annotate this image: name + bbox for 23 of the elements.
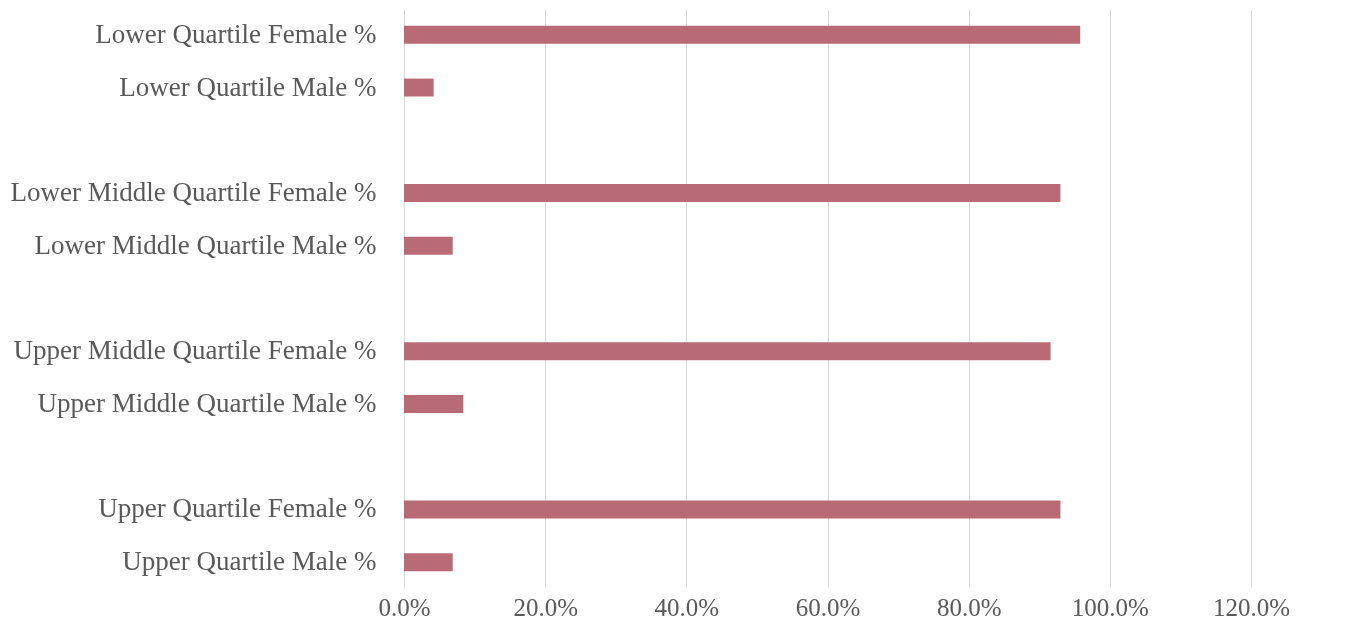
- x-tick-label: 80.0%: [936, 593, 1002, 621]
- y-tick-label: Lower Quartile Male %: [119, 71, 377, 102]
- y-tick-label: Upper Middle Quartile Female %: [13, 335, 377, 366]
- bar: [404, 342, 1051, 361]
- bar: [404, 184, 1061, 202]
- bar: [404, 395, 464, 413]
- bar: [404, 78, 434, 97]
- x-tick-label: 40.0%: [654, 593, 720, 621]
- x-tick-label: 100.0%: [1071, 593, 1149, 621]
- y-tick-label: Lower Middle Quartile Male %: [34, 229, 377, 260]
- y-tick-label: Upper Quartile Male %: [122, 546, 377, 577]
- y-tick-label: Upper Middle Quartile Male %: [37, 387, 377, 418]
- y-tick-label: Upper Quartile Female %: [98, 493, 377, 524]
- bar: [404, 25, 1081, 44]
- y-tick-label: Lower Middle Quartile Female %: [10, 177, 377, 208]
- x-tick-label: 60.0%: [795, 593, 861, 621]
- y-tick-label: Lower Quartile Female %: [95, 18, 377, 49]
- bar: [404, 236, 453, 255]
- bar: [404, 500, 1061, 519]
- bar: [404, 553, 453, 572]
- x-tick-label: 20.0%: [513, 593, 578, 621]
- x-tick-label: 120.0%: [1212, 593, 1291, 621]
- x-tick-label: 0.0%: [378, 593, 431, 621]
